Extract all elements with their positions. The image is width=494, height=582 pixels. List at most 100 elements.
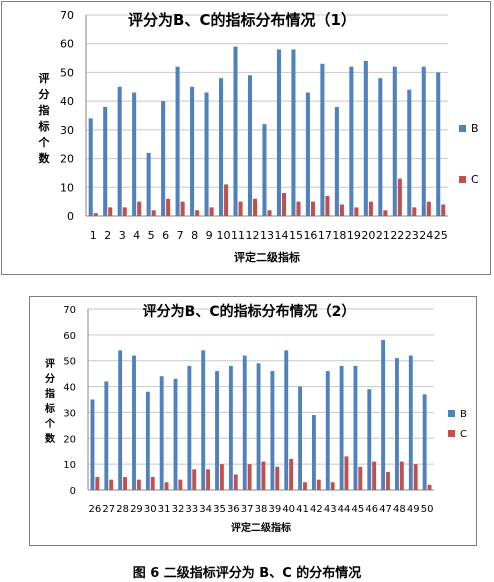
x-tick-label: 34: [199, 504, 212, 515]
bar-series-C-27: [109, 479, 114, 490]
legend-label-B: B: [471, 122, 479, 135]
bar-series-C-40: [289, 458, 294, 490]
bar-series-B-16: [305, 92, 310, 216]
x-tick-label: 7: [177, 229, 184, 242]
legend-swatch-C: [459, 176, 466, 183]
x-tick-label: 48: [393, 504, 406, 515]
x-tick-label: 46: [365, 504, 378, 515]
bar-series-C-37: [247, 464, 252, 490]
bar-series-C-45: [358, 466, 363, 490]
y-tick-label: 50: [60, 66, 74, 79]
y-axis-label: 评分指标个数: [44, 357, 56, 445]
legend-label-C: C: [471, 173, 479, 186]
bar-series-B-17: [320, 63, 325, 216]
bar-series-C-35: [219, 464, 224, 490]
y-tick-label: 40: [63, 383, 76, 394]
bar-series-C-2: [108, 207, 113, 216]
bar-series-B-23: [407, 89, 412, 216]
bar-series-B-22: [392, 66, 397, 216]
bar-series-C-29: [136, 479, 141, 490]
x-tick-label: 32: [172, 504, 185, 515]
x-tick-label: 50: [421, 504, 434, 515]
x-tick-label: 2: [104, 229, 111, 242]
bar-series-B-9: [204, 92, 209, 216]
x-tick-label: 12: [246, 229, 260, 242]
bar-series-B-37: [242, 355, 247, 490]
bar-series-B-46: [367, 389, 372, 490]
bar-series-C-12: [253, 198, 258, 216]
y-tick-label: 70: [60, 9, 74, 22]
bar-series-B-36: [228, 365, 233, 490]
bar-series-B-21: [378, 78, 383, 217]
bar-series-C-11: [238, 201, 243, 216]
bar-series-B-43: [325, 371, 330, 490]
bar-series-B-27: [104, 381, 109, 490]
y-tick-label: 60: [63, 331, 76, 342]
x-tick-label: 20: [361, 229, 375, 242]
bar-series-C-46: [372, 461, 377, 490]
x-tick-label: 4: [133, 229, 140, 242]
bar-series-B-11: [233, 46, 238, 217]
bar-series-C-38: [261, 461, 266, 490]
x-tick-label: 35: [213, 504, 226, 515]
y-tick-label: 40: [60, 95, 74, 108]
bar-series-B-41: [298, 386, 303, 490]
x-tick-label: 39: [268, 504, 281, 515]
bar-series-B-25: [436, 72, 441, 216]
x-tick-label: 19: [347, 229, 361, 242]
y-tick-label: 70: [63, 305, 76, 316]
bar-series-C-14: [281, 193, 287, 216]
bar-series-C-48: [399, 461, 404, 490]
figure-caption: 图 6 二级指标评分为 B、C 的分布情况: [132, 566, 362, 581]
bar-series-B-50: [422, 394, 427, 490]
bar-series-B-47: [381, 340, 386, 490]
chart-title: 评分为B、C的指标分布情况（1）: [128, 11, 356, 29]
x-tick-label: 9: [206, 229, 213, 242]
x-tick-label: 3: [119, 229, 126, 242]
bar-series-C-25: [441, 204, 446, 216]
bar-series-B-45: [353, 365, 358, 490]
bar-series-B-38: [256, 363, 261, 490]
legend-swatch-B: [448, 410, 455, 417]
x-tick-label: 27: [102, 504, 115, 515]
bar-series-B-3: [117, 86, 122, 217]
bar-series-C-44: [344, 456, 349, 490]
bar-series-C-42: [316, 479, 321, 490]
x-tick-label: 15: [289, 229, 303, 242]
x-tick-label: 36: [227, 504, 240, 515]
bar-series-C-49: [413, 464, 418, 490]
bar-series-C-17: [325, 195, 330, 216]
bar-series-B-29: [132, 355, 136, 490]
bar-series-B-15: [291, 49, 296, 217]
bar-series-C-21: [383, 210, 388, 216]
y-tick-label: 20: [60, 153, 74, 166]
bar-series-B-19: [349, 66, 354, 216]
x-tick-label: 6: [162, 229, 169, 242]
x-tick-label: 13: [260, 229, 274, 242]
x-axis-label: 评定二级指标: [231, 521, 291, 534]
bar-series-B-8: [190, 86, 195, 217]
x-tick-label: 18: [332, 229, 346, 242]
bar-series-C-33: [192, 469, 197, 490]
x-tick-label: 38: [255, 504, 268, 515]
x-tick-label: 42: [310, 504, 323, 515]
bar-series-B-35: [215, 371, 219, 490]
chart-panel-1: 0 10 20 30 40 50 60 70 1 2 3 4 5 6 7 8 9 10 11 12 13 14 15 16 17…: [1, 1, 491, 275]
bar-series-B-6: [161, 101, 166, 216]
bar-series-C-4: [137, 201, 142, 216]
bar-series-C-34: [206, 469, 211, 490]
bar-series-B-44: [339, 365, 344, 490]
y-tick-label: 10: [60, 181, 74, 194]
chart-panel-2: 0 10 20 30 40 50 60 70 26 27 28 29 30 31 32 33 34 35 36 37 3…: [29, 296, 477, 546]
bar-series-B-31: [159, 376, 164, 490]
y-axis-label: 评分指标个数: [38, 72, 51, 165]
x-tick-label: 11: [231, 229, 245, 242]
x-tick-label: 40: [282, 504, 295, 515]
x-tick-label: 25: [434, 229, 448, 242]
x-tick-label: 5: [148, 229, 155, 242]
bar-series-B-2: [103, 106, 108, 216]
y-tick-label: 0: [67, 210, 74, 223]
bar-series-C-43: [330, 482, 335, 490]
x-tick-label: 24: [419, 229, 433, 242]
